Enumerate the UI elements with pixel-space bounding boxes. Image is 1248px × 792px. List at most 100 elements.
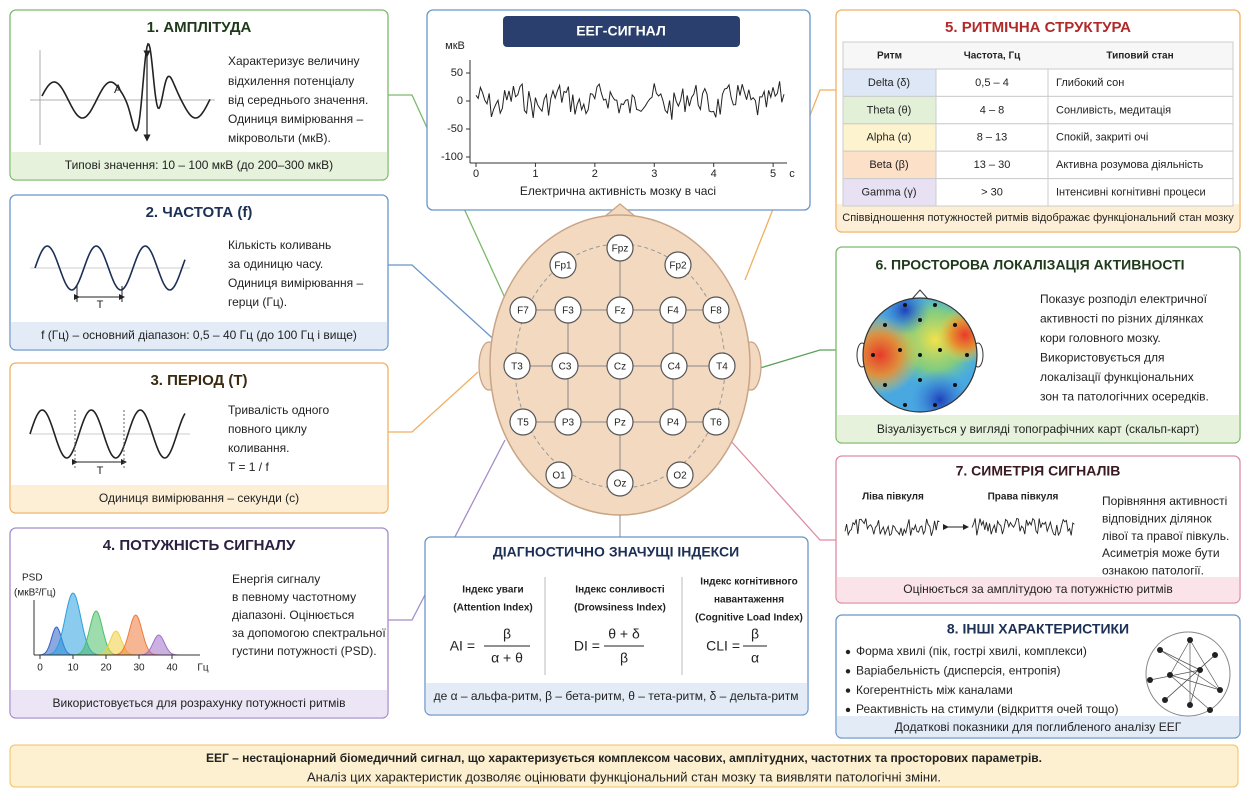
electrode-label: Fpz [612, 244, 629, 255]
panel-text: від середнього значення. [228, 93, 368, 107]
panel-text: Характеризує величину [228, 54, 359, 68]
network-node [1197, 667, 1203, 673]
hemisphere-label: Права півкуля [988, 492, 1059, 503]
table-cell: Alpha (α) [867, 132, 912, 144]
network-node [1212, 652, 1218, 658]
index-name: (Drowsiness Index) [574, 603, 666, 614]
table-cell: > 30 [981, 187, 1003, 199]
network-node [1162, 697, 1168, 703]
wave-label: T [97, 465, 104, 477]
formula-denominator: β [620, 650, 628, 666]
panel-text: діапазоні. Оцінюється [232, 608, 354, 622]
y-axis-label: мкВ [445, 40, 465, 52]
panel-text: Енергія сигналу [232, 572, 320, 586]
psd-ylabel: (мкВ²/Гц) [14, 588, 56, 599]
network-node [1207, 707, 1213, 713]
x-unit: с [789, 168, 795, 180]
formula-numerator: θ + δ [608, 626, 640, 642]
y-tick-label: 50 [451, 67, 463, 79]
table-cell: Інтенсивні когнітивні процеси [1056, 187, 1206, 199]
hemisphere-label: Ліва півкуля [862, 492, 924, 503]
x-tick-label: 3 [651, 168, 657, 180]
list-item: Реактивність на стимули (відкриття очей … [856, 702, 1118, 716]
table-cell: Theta (θ) [867, 104, 912, 116]
panel-title: 8. ІНШІ ХАРАКТЕРИСТИКИ [947, 621, 1129, 637]
panel-text: зон та патологічних осередків. [1040, 390, 1209, 404]
x-tick-label: 2 [592, 168, 598, 180]
table-cell: Глибокий сон [1056, 77, 1124, 89]
x-tick-label: 10 [67, 663, 79, 674]
panel-title: 5. РИТМІЧНА СТРУКТУРА [945, 19, 1131, 36]
topomap-dot [965, 353, 969, 357]
electrode-label: O2 [673, 471, 687, 482]
electrode-label: Fz [614, 306, 625, 317]
panel-text: в певному частотному [232, 590, 356, 604]
x-tick-label: 1 [532, 168, 538, 180]
wave-label: T [97, 299, 104, 311]
electrode-label: Oz [614, 479, 627, 490]
panel-footer: Додаткові показники для поглибленого ана… [895, 720, 1182, 734]
index-name: (Cognitive Load Index) [695, 613, 803, 624]
panel-footer: де α – альфа-ритм, β – бета-ритм, θ – те… [434, 689, 799, 703]
electrode-label: P3 [562, 418, 575, 429]
panel-footer: Одиниця вимірювання – секунди (с) [99, 491, 299, 505]
electrode-label: F4 [667, 306, 679, 317]
table-cell: 4 – 8 [980, 104, 1004, 116]
formula-denominator: α + θ [491, 650, 523, 666]
index-name: Індекс сонливості [575, 585, 665, 596]
panel-text: кори головного мозку. [1040, 331, 1161, 345]
summary-text: Аналіз цих характеристик дозволяє оцінюв… [307, 769, 941, 784]
panel-text: коливання. [228, 441, 290, 455]
electrode-label: Cz [614, 362, 626, 373]
bullet [846, 688, 850, 692]
electrode-label: F3 [562, 306, 574, 317]
index-name: Індекс когнітивного [700, 577, 797, 588]
panel-text: лівої та правої півкуль. [1102, 529, 1229, 543]
panel-text: Кількість коливань [228, 238, 331, 252]
panel-text: Порівняння активності [1102, 494, 1227, 508]
y-tick-label: -50 [447, 123, 463, 135]
topomap-dot [918, 378, 922, 382]
topomap-dot [953, 323, 957, 327]
formula-numerator: β [503, 626, 511, 642]
panel-footer: Співвідношення потужностей ритмів відобр… [842, 212, 1234, 224]
topomap-dot [883, 383, 887, 387]
table-cell: Gamma (γ) [862, 187, 917, 199]
topomap-dot [903, 303, 907, 307]
connector [730, 440, 836, 540]
electrode-label: T6 [710, 418, 722, 429]
electrode-label: Fp1 [554, 261, 572, 272]
topomap-dot [883, 323, 887, 327]
panel-footer: Візуалізується у вигляді топографічних к… [877, 422, 1199, 436]
electrode-label: Fp2 [669, 261, 687, 272]
bullet [846, 650, 850, 654]
x-unit: Гц [197, 663, 208, 674]
panel-footer: Типові значення: 10 – 100 мкВ (до 200–30… [65, 158, 333, 172]
network-node [1147, 677, 1153, 683]
panel-footer: Оцінюється за амплітудою та потужністю р… [903, 582, 1172, 596]
table-cell: Delta (δ) [868, 77, 910, 89]
topomap-dot [871, 353, 875, 357]
table-cell: Спокій, закриті очі [1056, 132, 1148, 144]
panel-text: мікровольти (мкВ). [228, 131, 331, 145]
panel-text: відповідних ділянок [1102, 511, 1212, 525]
topomap-dot [933, 403, 937, 407]
caption: Електрична активність мозку в часі [520, 184, 716, 198]
summary-text: ЕЕГ – нестаціонарний біомедичний сигнал,… [206, 751, 1042, 765]
bullet [846, 669, 850, 673]
panel-text: відхилення потенціалу [228, 74, 354, 88]
connector [388, 372, 478, 432]
electrode-label: T4 [716, 362, 728, 373]
electrode-label: T3 [511, 362, 523, 373]
psd-ylabel: PSD [22, 573, 43, 584]
panel-text: T = 1 / f [228, 460, 269, 474]
network-node [1167, 672, 1173, 678]
electrode-label: O1 [552, 471, 566, 482]
list-item: Варіабельність (дисперсія, ентропія) [856, 663, 1061, 677]
electrode-label: P4 [667, 418, 680, 429]
table-header: Ритм [877, 51, 902, 62]
panel-title: ЕЕГ-СИГНАЛ [576, 23, 666, 39]
electrode-label: Pz [614, 418, 626, 429]
x-tick-label: 20 [100, 663, 112, 674]
index-name: навантаження [714, 595, 784, 606]
